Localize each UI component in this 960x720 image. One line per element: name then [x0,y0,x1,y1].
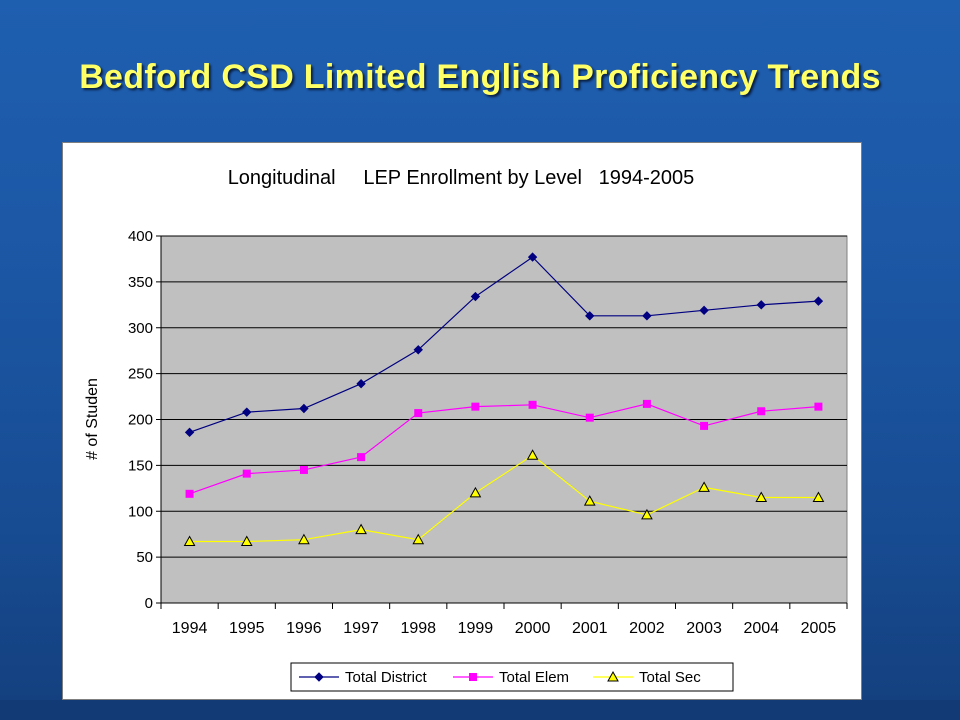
chart-title: Longitudinal LEP Enrollment by Level 199… [228,167,695,189]
legend-marker [469,673,477,681]
data-point [698,481,710,492]
data-point [242,407,252,417]
legend-label: Total Sec [639,669,701,686]
data-point [357,453,366,462]
series-line [189,454,819,543]
x-tick-label: 2005 [801,620,837,637]
y-tick-label: 300 [128,320,153,337]
x-tick-label: 2002 [629,620,665,637]
data-point [642,311,652,321]
data-point [356,379,366,389]
series-total-elem [185,399,823,498]
line-chart: Longitudinal LEP Enrollment by Level 199… [84,167,848,692]
legend-marker [314,672,324,682]
data-point [527,252,538,262]
y-tick-label: 0 [145,595,153,612]
data-point [813,296,824,306]
legend: Total District Total Elem Total Sec [290,662,734,692]
data-point [183,535,196,547]
data-point [185,489,194,498]
axes: 0 50 100 150 200 250 300 350 400 1994 1995 1996 1997… [128,228,848,637]
x-tick-label: 1994 [172,620,208,637]
y-tick-label: 150 [128,457,153,474]
data-point [812,491,825,502]
x-tick-label: 1998 [400,620,436,637]
data-point [412,533,425,545]
x-tick-label: 2000 [515,620,551,637]
data-point [298,533,310,545]
bottom-stripe [0,700,960,720]
y-tick-label: 400 [128,228,153,245]
chart-frame: Longitudinal LEP Enrollment by Level 199… [62,142,862,700]
data-point [699,305,709,316]
data-point [414,409,423,418]
legend-box [290,662,734,692]
x-tick-label: 1997 [343,620,379,637]
y-axis-label: # of Studen [84,378,101,460]
legend-marker [607,670,619,682]
series-total-district [184,252,824,438]
series-total-sec [183,449,825,547]
legend-label: Total Elem [499,669,569,686]
data-point [184,427,195,438]
data-point [814,402,823,411]
series-line [189,403,819,495]
data-point [299,465,308,474]
data-point [583,495,596,506]
data-point [755,491,768,502]
x-tick-label: 1995 [229,620,265,637]
y-tick-label: 250 [128,366,153,383]
data-point [469,486,482,498]
slide-title: Bedford CSD Limited English Proficiency … [79,58,881,96]
data-point [757,407,766,416]
x-tick-label: 2001 [572,620,608,637]
y-tick-label: 50 [136,549,153,566]
series-lines [183,252,825,547]
data-point [585,413,594,422]
data-point [355,523,367,535]
data-point [585,311,595,321]
data-point [528,400,537,409]
series-line [189,256,819,433]
data-point [700,421,709,430]
data-point [299,403,309,414]
data-point [642,399,651,408]
data-point [526,449,539,460]
data-point [641,508,653,520]
y-tick-label: 350 [128,274,153,291]
y-tick-label: 200 [128,412,153,429]
data-point [240,535,253,547]
gridlines [161,235,847,558]
data-point [471,402,480,411]
data-point [756,300,766,310]
data-point [470,291,481,302]
data-point [413,345,423,355]
x-tick-label: 1999 [458,620,494,637]
x-tick-label: 1996 [286,620,322,637]
y-tick-label: 100 [128,503,153,520]
legend-label: Total District [345,669,428,686]
x-tick-label: 2004 [743,620,779,637]
data-point [242,469,251,478]
x-tick-label: 2003 [686,620,722,637]
